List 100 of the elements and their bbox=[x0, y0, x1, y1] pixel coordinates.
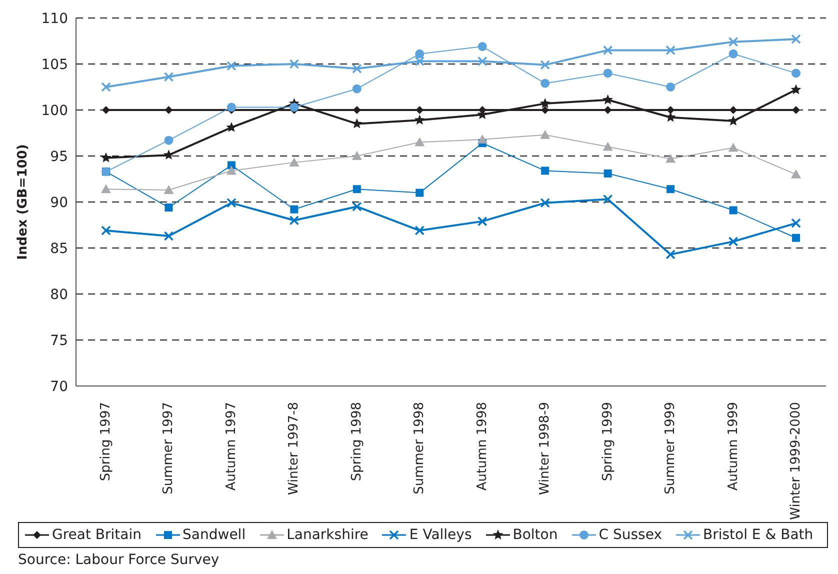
x-tick-label: Autumn 1998 bbox=[474, 402, 490, 491]
legend-label: Bolton bbox=[512, 527, 558, 543]
point bbox=[728, 116, 739, 126]
point bbox=[226, 166, 236, 175]
point bbox=[540, 60, 550, 70]
point bbox=[540, 98, 550, 108]
y-tick-label: 100 bbox=[41, 102, 68, 119]
point bbox=[540, 78, 550, 88]
point bbox=[540, 198, 550, 208]
point bbox=[728, 236, 738, 246]
point bbox=[414, 114, 425, 125]
x-tick-label: Autumn 1997 bbox=[224, 402, 239, 491]
point bbox=[792, 68, 800, 78]
point bbox=[602, 45, 613, 56]
x-tick-label: Spring 1999 bbox=[600, 402, 616, 482]
x-tick-label: Summer 1998 bbox=[412, 402, 428, 494]
point bbox=[728, 49, 738, 58]
point bbox=[289, 157, 300, 166]
point bbox=[352, 84, 362, 94]
point bbox=[352, 151, 362, 160]
point bbox=[164, 136, 174, 145]
point bbox=[604, 106, 612, 114]
point bbox=[792, 106, 800, 114]
point bbox=[352, 64, 362, 74]
x-tick-label: Summer 1997 bbox=[161, 402, 176, 494]
point bbox=[414, 56, 425, 66]
legend-label: Great Britain bbox=[51, 527, 142, 543]
point bbox=[477, 134, 488, 144]
point bbox=[541, 166, 550, 175]
point bbox=[101, 82, 111, 92]
point bbox=[604, 169, 612, 178]
point bbox=[729, 206, 738, 214]
point bbox=[666, 154, 676, 163]
point bbox=[164, 106, 173, 114]
point bbox=[666, 82, 676, 92]
point bbox=[602, 194, 613, 204]
point bbox=[226, 102, 236, 112]
point bbox=[290, 205, 298, 214]
point bbox=[164, 72, 174, 82]
point bbox=[414, 226, 425, 236]
point bbox=[100, 152, 112, 162]
y-tick-label: 85 bbox=[50, 240, 68, 257]
point bbox=[729, 106, 738, 114]
point bbox=[477, 56, 488, 66]
point bbox=[540, 130, 550, 139]
y-tick-label: 80 bbox=[50, 286, 68, 303]
x-tick-label: Autumn 1999 bbox=[726, 402, 741, 491]
legend-label: E Valleys bbox=[408, 527, 472, 543]
x-tick-label: Winter 1998-9 bbox=[538, 402, 553, 496]
point bbox=[416, 106, 424, 114]
source-note: Source: Labour Force Survey bbox=[18, 552, 220, 568]
point bbox=[415, 49, 424, 58]
point bbox=[163, 150, 174, 160]
y-tick-label: 75 bbox=[50, 332, 68, 349]
point bbox=[164, 231, 174, 241]
point bbox=[478, 42, 487, 52]
point bbox=[791, 34, 801, 44]
point bbox=[352, 118, 362, 128]
point bbox=[289, 59, 300, 69]
y-tick-label: 105 bbox=[41, 56, 68, 73]
point bbox=[477, 216, 488, 226]
point bbox=[792, 234, 800, 242]
point bbox=[728, 37, 738, 47]
x-tick-label: Summer 1999 bbox=[663, 402, 678, 494]
point bbox=[666, 250, 676, 260]
y-axis-title: Index (GB=100) bbox=[16, 144, 31, 260]
point bbox=[227, 161, 236, 170]
y-tick-label: 70 bbox=[50, 378, 68, 395]
x-tick-label: Spring 1997 bbox=[98, 402, 114, 482]
y-tick-label: 90 bbox=[50, 194, 68, 211]
point bbox=[416, 188, 424, 197]
point bbox=[352, 202, 362, 212]
point bbox=[226, 122, 237, 132]
point bbox=[666, 45, 676, 56]
point bbox=[602, 94, 614, 104]
point bbox=[290, 102, 299, 112]
point bbox=[226, 198, 236, 208]
x-tick-label: Winter 1997-8 bbox=[286, 402, 302, 496]
point bbox=[414, 137, 425, 146]
y-tick-label: 95 bbox=[50, 148, 68, 165]
point bbox=[728, 142, 738, 152]
y-tick-label: 110 bbox=[41, 10, 68, 27]
point bbox=[226, 60, 236, 71]
point bbox=[102, 106, 110, 114]
point bbox=[791, 169, 801, 178]
point bbox=[164, 185, 174, 194]
point bbox=[791, 218, 801, 228]
point bbox=[101, 184, 111, 194]
point bbox=[101, 226, 111, 236]
point bbox=[352, 185, 361, 194]
legend-label: Sandwell bbox=[182, 527, 246, 543]
legend-label: Lanarkshire bbox=[286, 527, 368, 543]
point bbox=[603, 68, 612, 78]
point bbox=[666, 185, 675, 194]
point bbox=[164, 204, 173, 212]
legend-label: Bristol E & Bath bbox=[702, 527, 814, 543]
point bbox=[602, 142, 613, 151]
point bbox=[790, 84, 802, 94]
x-tick-label: Winter 1999-2000 bbox=[788, 402, 804, 520]
legend-label: C Sussex bbox=[598, 527, 662, 543]
